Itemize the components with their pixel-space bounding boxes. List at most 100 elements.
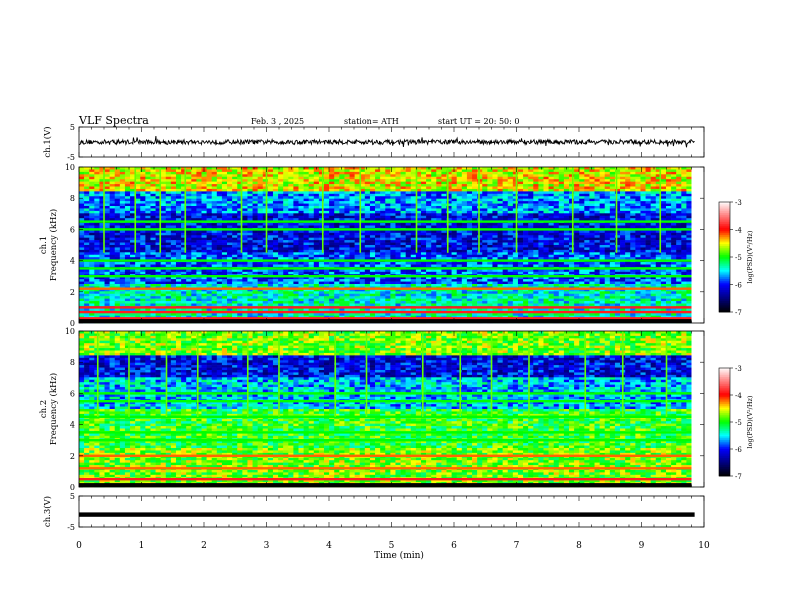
spectrogram-cell	[538, 193, 544, 197]
spectrogram-cell	[130, 215, 136, 219]
spectrogram-cell	[466, 188, 473, 192]
spectrogram-cell	[599, 171, 606, 175]
spectrogram-cell	[119, 252, 126, 256]
spectrogram-cell	[415, 232, 422, 236]
spectrogram-cell	[620, 174, 626, 178]
spectrogram-cell	[630, 254, 636, 258]
spectrogram-cell	[318, 179, 325, 182]
spectrogram-cell	[242, 247, 248, 251]
spectrogram-cell	[563, 169, 570, 173]
spectrogram-cell	[247, 252, 253, 256]
spectrogram-cell	[89, 171, 95, 175]
spectrogram-cell	[145, 264, 151, 268]
y-tick-label: 5	[70, 123, 75, 132]
spectrogram-cell	[318, 191, 325, 195]
spectrogram-cell	[380, 203, 386, 207]
spectrogram-cell	[206, 249, 212, 253]
spectrogram-cell	[242, 245, 248, 248]
spectrogram-cell	[186, 215, 192, 219]
spectrogram-cell	[609, 249, 616, 253]
spectrogram-cell	[252, 237, 258, 241]
spectrogram-cell	[318, 171, 325, 175]
spectrogram-cell	[472, 218, 478, 221]
spectrogram-cell	[303, 240, 309, 243]
spectrogram-cell	[640, 184, 646, 187]
spectrogram-cell	[625, 235, 631, 238]
spectrogram-cell	[599, 184, 606, 187]
spectrogram-cell	[635, 257, 641, 260]
spectrogram-cell	[191, 254, 197, 258]
spectrogram-cell	[466, 240, 473, 243]
spectrogram-cell	[502, 223, 509, 226]
spectrogram-cell	[502, 218, 509, 221]
spectrogram-cell	[436, 167, 442, 170]
spectrogram-cell	[186, 230, 192, 234]
spectrogram-cell	[191, 264, 197, 268]
spectrogram-cell	[640, 181, 646, 185]
spectrogram-cell	[533, 184, 539, 187]
spectrogram-cell	[523, 184, 529, 187]
spectrogram-cell	[206, 257, 212, 260]
spectrogram-cell	[553, 257, 560, 260]
spectrogram-cell	[109, 171, 116, 175]
spectrogram-cell	[339, 210, 345, 214]
spectrogram-cell	[150, 262, 156, 265]
spectrogram-cell	[584, 179, 590, 182]
spectrogram-cell	[609, 181, 616, 185]
spectrogram-cell	[242, 198, 248, 202]
spectrogram-cell	[645, 186, 651, 190]
spectrogram-cell	[569, 179, 575, 182]
spectrogram-cell	[538, 191, 544, 195]
spectrogram-cell	[135, 257, 141, 260]
spectrogram-cell	[257, 193, 264, 197]
spectrogram-cell	[517, 167, 524, 170]
spectrogram-cell	[533, 208, 539, 212]
spectrogram-cell	[451, 210, 457, 214]
spectrogram-cell	[502, 210, 509, 214]
spectrogram-cell	[671, 232, 677, 236]
spectrogram-cell	[242, 240, 248, 243]
spectrogram-cell	[354, 213, 361, 217]
spectrogram-cell	[415, 198, 422, 202]
spectrogram-cell	[579, 242, 585, 246]
spectrogram-cell	[415, 247, 422, 251]
spectrogram-cell	[405, 245, 412, 248]
spectrogram-cell	[543, 213, 549, 217]
spectrogram-cell	[135, 198, 141, 202]
spectrogram-cell	[298, 193, 304, 197]
spectrogram-cell	[553, 196, 560, 199]
spectrogram-cell	[625, 186, 631, 190]
spectrogram-cell	[318, 240, 325, 243]
spectrogram-cell	[247, 171, 253, 175]
spectrogram-cell	[344, 193, 350, 197]
spectrogram-cell	[196, 218, 202, 221]
spectrogram-cell	[354, 262, 361, 265]
spectrogram-cell	[461, 247, 468, 251]
spectrogram-cell	[104, 235, 110, 238]
spectrogram-cell	[650, 237, 657, 241]
spectrogram-cell	[211, 201, 218, 204]
spectrogram-cell	[89, 179, 95, 182]
spectrogram-cell	[466, 193, 473, 197]
spectrogram-cell	[589, 240, 595, 243]
spectrogram-cell	[267, 242, 274, 246]
spectrogram-cell	[334, 196, 340, 199]
spectrogram-cell	[237, 176, 243, 180]
spectrogram-cell	[150, 210, 156, 214]
spectrogram-cell	[502, 245, 509, 248]
spectrogram-cell	[390, 198, 396, 202]
spectrogram-cell	[324, 242, 330, 246]
spectrogram-cell	[160, 208, 167, 212]
spectrogram-cell	[130, 210, 136, 214]
spectrogram-cell	[278, 245, 284, 248]
spectrogram-cell	[660, 203, 667, 207]
spectrogram-cell	[655, 218, 662, 221]
spectrogram-cell	[676, 225, 682, 229]
spectrogram-cell	[569, 208, 575, 212]
spectrogram-cell	[237, 201, 243, 204]
spectrogram-cell	[538, 223, 544, 226]
spectrogram-cell	[150, 249, 156, 253]
spectrogram-cell	[512, 247, 519, 251]
spectrogram-cell	[472, 225, 478, 229]
spectrogram-cell	[405, 167, 412, 170]
